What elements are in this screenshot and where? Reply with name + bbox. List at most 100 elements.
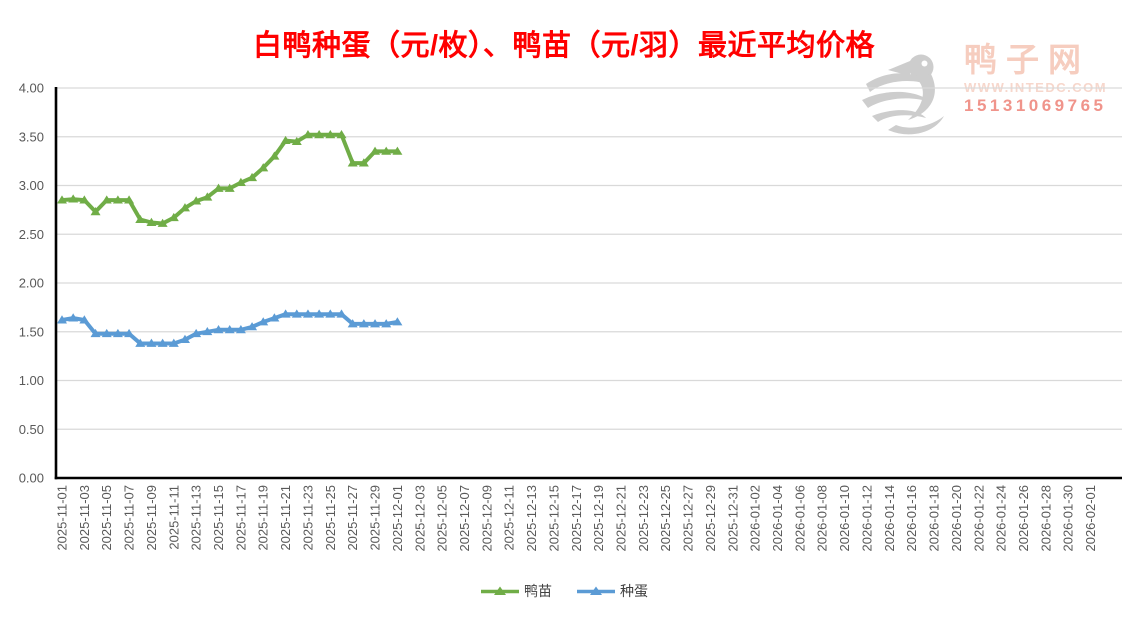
series-marker-种蛋: [179, 334, 190, 343]
x-axis-tick-label: 2025-12-03: [412, 485, 427, 552]
series-marker-鸭苗: [336, 130, 347, 139]
series-marker-种蛋: [90, 328, 101, 338]
series-marker-种蛋: [291, 309, 302, 318]
x-axis-tick-label: 2025-12-13: [524, 485, 539, 552]
series-marker-鸭苗: [291, 136, 302, 146]
series-marker-鸭苗: [370, 146, 381, 155]
x-axis-tick-label: 2026-01-06: [792, 485, 807, 552]
x-axis-tick-label: 2026-01-10: [837, 485, 852, 552]
x-axis-tick-label: 2026-01-16: [904, 485, 919, 552]
series-marker-鸭苗: [269, 151, 280, 160]
duck-eye: [921, 60, 928, 67]
series-marker-种蛋: [135, 338, 146, 347]
x-axis-tick-label: 2025-11-01: [55, 485, 70, 551]
series-marker-鸭苗: [325, 130, 336, 139]
x-axis-tick-label: 2025-12-11: [502, 485, 517, 551]
series-marker-鸭苗: [202, 192, 213, 201]
series-marker-鸭苗: [213, 183, 224, 192]
x-axis-tick-label: 2026-01-24: [994, 485, 1009, 552]
x-axis-tick-label: 2025-12-05: [435, 485, 450, 552]
series-marker-鸭苗: [314, 130, 325, 139]
x-axis-tick-label: 2025-12-17: [569, 485, 584, 552]
legend-item-duckling: 鸭苗: [480, 581, 552, 601]
series-marker-种蛋: [269, 313, 280, 322]
series-marker-鸭苗: [258, 163, 269, 172]
series-marker-种蛋: [280, 309, 291, 318]
series-marker-种蛋: [392, 317, 403, 326]
series-marker-种蛋: [68, 313, 79, 322]
y-axis-tick-label: 3.00: [19, 178, 44, 193]
y-axis-tick-label: 1.50: [19, 324, 44, 339]
breeding-egg-legend-marker: [577, 586, 615, 595]
x-axis-tick-label: 2025-12-01: [390, 485, 405, 552]
y-axis-tick-label: 0.00: [19, 471, 44, 486]
series-marker-鸭苗: [68, 194, 79, 203]
x-axis-tick-label: 2026-01-04: [770, 485, 785, 552]
x-axis-tick-label: 2025-12-31: [725, 485, 740, 552]
series-marker-鸭苗: [90, 207, 101, 216]
x-axis-tick-label: 2026-01-20: [949, 485, 964, 552]
series-marker-鸭苗: [381, 146, 392, 155]
series-marker-鸭苗: [179, 203, 190, 212]
x-axis-tick-label: 2025-11-03: [77, 485, 92, 551]
duck-logo-icon: [862, 54, 944, 135]
x-axis-tick-label: 2025-11-05: [99, 485, 114, 551]
x-axis-tick-label: 2026-01-30: [1061, 485, 1076, 552]
x-axis-tick-label: 2025-12-15: [546, 485, 561, 552]
x-axis-tick-label: 2026-01-08: [815, 485, 830, 552]
series-marker-鸭苗: [347, 158, 358, 167]
series-marker-鸭苗: [224, 183, 235, 192]
series-marker-种蛋: [247, 322, 258, 331]
watermark-brand: 鸭子网: [964, 40, 1090, 79]
x-axis-tick-label: 2025-12-29: [703, 485, 718, 552]
series-line-鸭苗: [60, 132, 400, 226]
y-axis-tick-label: 4.00: [19, 81, 44, 96]
series-marker-种蛋: [146, 338, 157, 347]
series-marker-鸭苗: [235, 177, 246, 186]
series-marker-种蛋: [112, 328, 123, 338]
series-marker-鸭苗: [101, 195, 112, 204]
x-axis-tick-label: 2026-01-14: [882, 485, 897, 552]
series-marker-鸭苗: [112, 195, 123, 204]
series-marker-鸭苗: [191, 196, 202, 205]
series-marker-种蛋: [336, 309, 347, 318]
x-axis-tick-label: 2025-11-27: [345, 485, 360, 551]
series-marker-鸭苗: [124, 195, 135, 204]
x-axis-tick-label: 2025-12-27: [681, 485, 696, 552]
series-marker-种蛋: [370, 319, 381, 328]
series-marker-鸭苗: [302, 130, 313, 139]
series-marker-鸭苗: [247, 172, 258, 182]
x-axis-tick-label: 2026-01-28: [1038, 485, 1053, 552]
x-axis-tick-label: 2026-01-02: [748, 485, 763, 552]
series-marker-种蛋: [79, 315, 90, 324]
series-marker-鸭苗: [280, 135, 291, 145]
series-marker-种蛋: [213, 325, 224, 334]
series-marker-种蛋: [57, 315, 67, 324]
series-marker-鸭苗: [146, 217, 157, 226]
legend-item-breeding-egg: 种蛋: [576, 581, 648, 601]
x-axis-tick-label: 2026-01-26: [1016, 485, 1031, 552]
series-marker-种蛋: [381, 319, 392, 328]
y-axis-tick-label: 2.50: [19, 227, 44, 242]
series-marker-种蛋: [358, 319, 369, 328]
series-marker-种蛋: [347, 319, 358, 328]
y-axis-tick-label: 1.00: [19, 373, 44, 388]
series-marker-种蛋: [157, 338, 168, 347]
x-axis-tick-label: 2026-01-18: [927, 485, 942, 552]
y-axis-tick-label: 2.00: [19, 276, 44, 291]
x-axis-tick-label: 2025-11-29: [368, 485, 383, 551]
chart-legend: 鸭苗 种蛋: [0, 581, 1128, 601]
x-axis-tick-label: 2025-12-07: [457, 485, 472, 552]
series-marker-种蛋: [325, 309, 336, 318]
series-marker-种蛋: [202, 326, 213, 336]
series-marker-鸭苗: [79, 195, 90, 204]
series-marker-种蛋: [302, 309, 313, 318]
y-axis-tick-label: 3.50: [19, 129, 44, 144]
watermark-phone: 15131069765: [964, 96, 1107, 115]
x-axis-tick-label: 2025-11-15: [211, 485, 226, 551]
duckling-legend-marker: [481, 586, 519, 595]
series-marker-鸭苗: [57, 195, 67, 204]
x-axis-tick-label: 2026-02-01: [1083, 485, 1098, 552]
y-axis-tick-label: 0.50: [19, 422, 44, 437]
